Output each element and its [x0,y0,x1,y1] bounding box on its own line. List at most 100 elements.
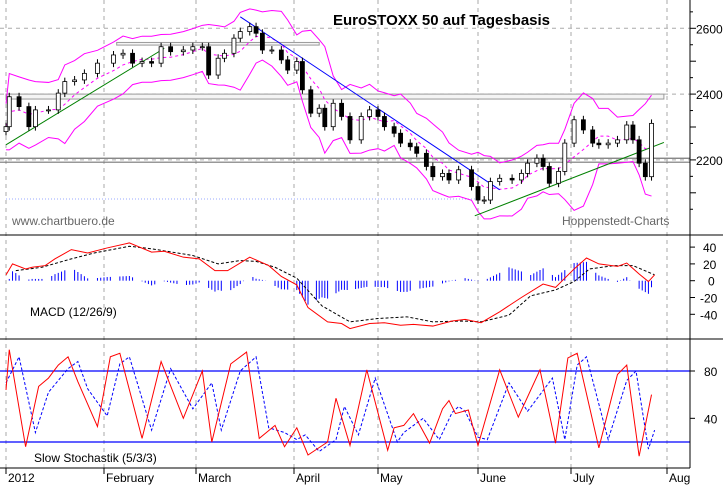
candle-body [158,46,164,64]
candle-body [636,139,642,164]
candle-body [72,79,77,82]
candle-body [215,57,221,76]
candle-body [440,172,445,178]
x-tick-label: February [106,471,154,485]
candle-body [367,109,373,117]
candle-body [278,49,284,61]
candle-body [624,124,630,141]
trendline [5,47,165,146]
candle-body [615,139,620,144]
chart-title: EuroSTOXX 50 auf Tagesbasis [333,12,550,29]
trendline [474,141,665,217]
candle-body [330,102,336,128]
candle-body [180,49,186,53]
candle-body [3,126,9,133]
candle-body [237,31,243,39]
macd-line [5,242,655,330]
candle-body [95,62,100,74]
x-tick-label: 2012 [8,471,35,485]
candle-body [316,107,322,114]
candle-body [481,199,487,202]
candle-body [398,132,403,144]
candle-body [446,172,452,181]
resistance-zone [5,93,665,100]
candle-body [469,169,474,187]
price-tick-label: 2200 [696,154,723,168]
candle-body [590,129,596,144]
candle-body [247,26,253,32]
candle-body [596,142,602,146]
watermark-left: www.chartbuero.de [11,214,115,228]
candle-body [580,119,586,131]
candle-body [605,142,611,146]
candle-body [120,52,126,56]
price-tick-label: 2400 [696,88,723,102]
candle-body [556,171,561,184]
candle-body [322,107,328,128]
candle-body [231,37,237,54]
x-tick-label: March [198,471,231,485]
macd-signal-line [15,245,655,323]
candle-body [130,52,135,64]
candle-body [139,61,145,64]
candle-body [46,109,51,112]
candle-body [259,32,265,51]
candle-body [540,157,546,167]
candle-body [269,49,275,52]
candle-body [509,177,515,181]
candle-body [534,157,540,164]
candle-body [358,116,364,141]
resistance-zone [116,41,320,46]
bollinger-lower [5,59,652,220]
candle-body [649,122,654,178]
candle-body [407,142,413,148]
stochastic-panel [0,349,690,457]
candle-body [456,169,462,181]
candle-body [62,81,68,94]
candle-body [168,46,174,53]
candle-body [26,106,32,128]
x-tick-label: June [480,471,506,485]
candle-body [16,96,22,108]
candle-body [294,61,300,71]
price-panel [0,8,690,220]
candle-body [149,61,154,64]
candle-body [525,162,530,174]
candle-body [111,54,116,64]
price-tick-label: 2600 [696,22,723,36]
candle-body [190,46,196,51]
macd-tick-label: -40 [700,308,718,322]
macd-label: MACD (12/26/9) [30,305,117,319]
candle-body [199,46,205,49]
candle-body [222,52,227,59]
stochastic-tick-label: 80 [704,365,718,379]
candle-body [6,96,12,128]
candle-body [487,181,493,201]
candle-body [206,46,212,76]
macd-tick-label: 0 [708,275,715,289]
macd-tick-label: 40 [703,241,717,255]
candle-body [430,166,436,178]
candle-body [375,109,381,117]
x-tick-label: July [573,471,594,485]
x-tick-label: April [296,471,320,485]
candle-body [497,177,503,183]
candle-body [562,142,568,172]
candle-body [630,124,636,141]
watermark-right: Hoppenstedt-Charts [562,214,669,228]
candle-body [82,72,87,81]
candle-body [571,119,577,144]
macd-panel [5,242,655,330]
stochastic-tick-label: 40 [704,412,718,426]
stochastic-d-line [5,355,656,453]
candle-body [308,89,314,114]
grid [0,0,690,468]
candle-body [55,92,61,111]
candle-body [382,116,387,128]
bollinger-upper [5,8,652,164]
candle-body [546,166,552,184]
candle-body [642,162,648,178]
stochastic-k-line [5,349,653,457]
